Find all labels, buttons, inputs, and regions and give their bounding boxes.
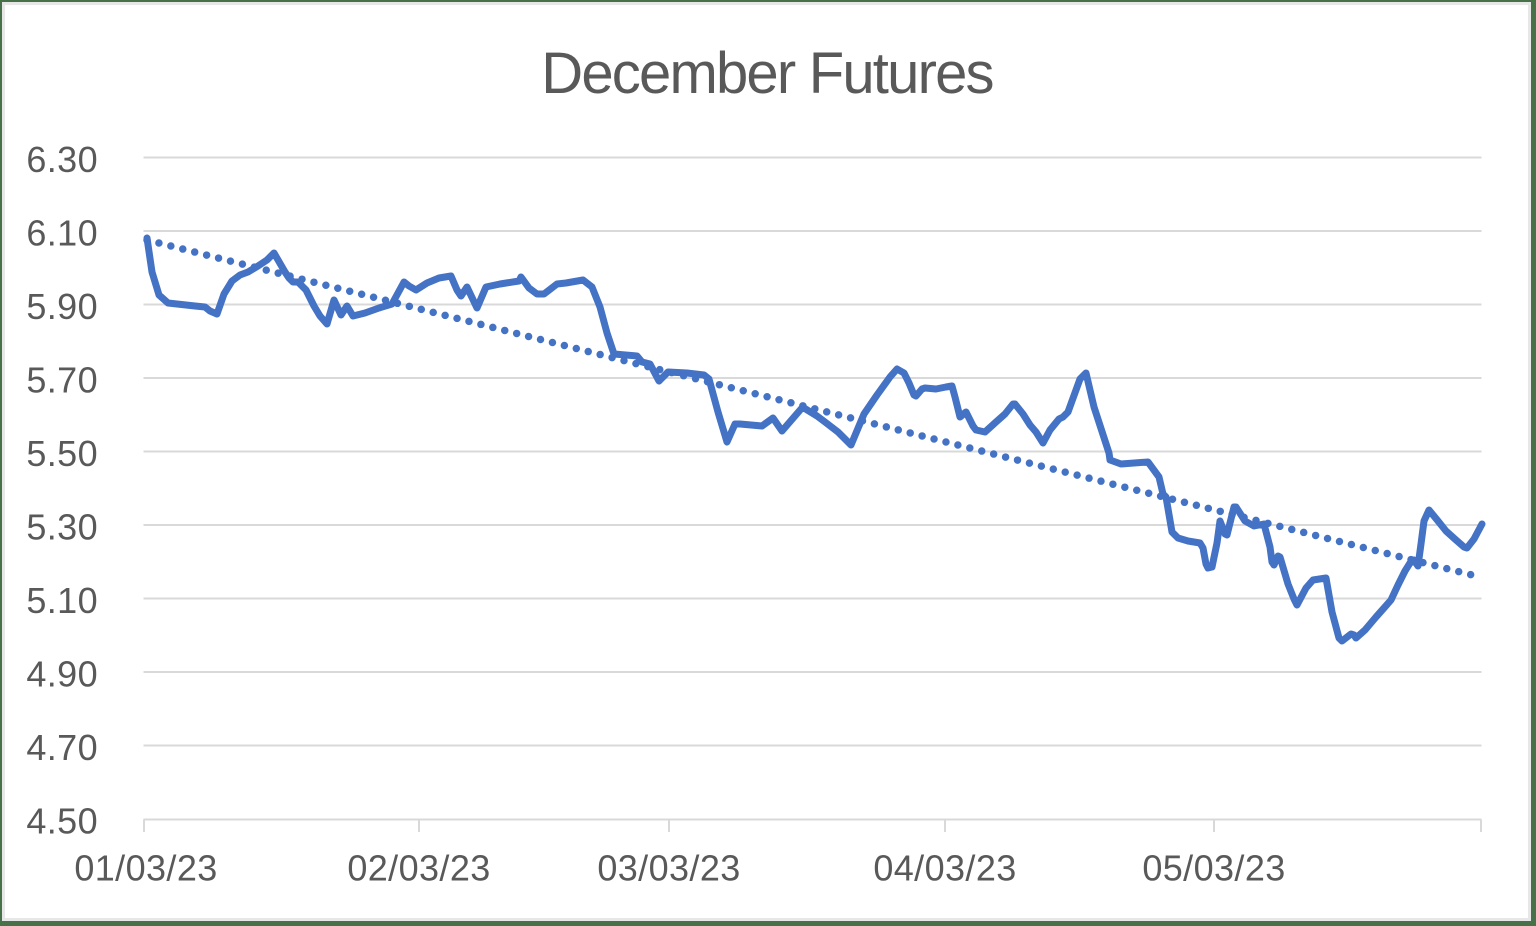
svg-text:December Futures: December Futures bbox=[541, 41, 992, 106]
svg-text:03/03/23: 03/03/23 bbox=[597, 848, 740, 889]
svg-text:4.90: 4.90 bbox=[26, 654, 98, 695]
svg-text:02/03/23: 02/03/23 bbox=[347, 848, 490, 889]
svg-text:6.30: 6.30 bbox=[26, 139, 98, 180]
svg-text:5.30: 5.30 bbox=[26, 507, 98, 548]
svg-text:5.70: 5.70 bbox=[26, 360, 98, 401]
svg-text:6.10: 6.10 bbox=[26, 213, 98, 254]
svg-text:01/03/23: 01/03/23 bbox=[74, 848, 217, 889]
svg-text:04/03/23: 04/03/23 bbox=[873, 848, 1016, 889]
svg-text:5.10: 5.10 bbox=[26, 580, 98, 621]
svg-text:5.90: 5.90 bbox=[26, 286, 98, 327]
svg-text:4.70: 4.70 bbox=[26, 727, 98, 768]
svg-text:5.50: 5.50 bbox=[26, 433, 98, 474]
svg-text:4.50: 4.50 bbox=[26, 801, 98, 842]
svg-text:05/03/23: 05/03/23 bbox=[1142, 848, 1285, 889]
